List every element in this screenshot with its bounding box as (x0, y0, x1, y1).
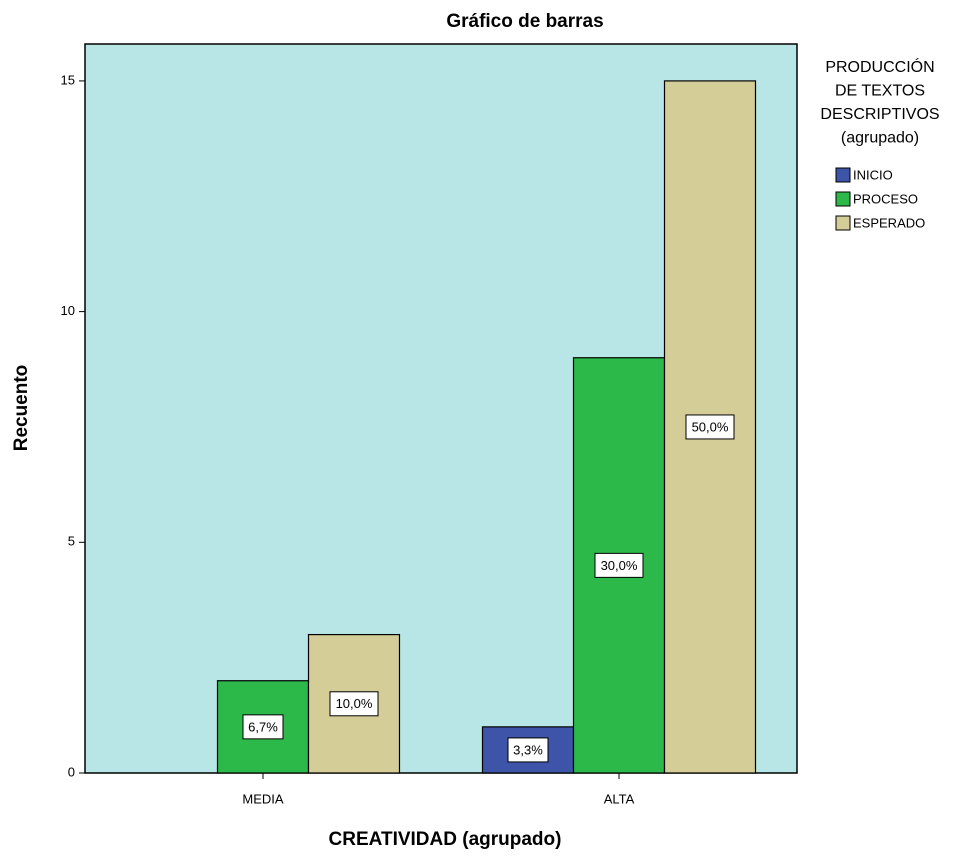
data-label-box (507, 737, 549, 763)
data-label: 50,0% (692, 419, 729, 434)
legend-title: PRODUCCIÓN (825, 57, 934, 76)
data-label-box (329, 691, 379, 717)
x-tick-label: ALTA (604, 791, 635, 806)
data-label: 3,3% (513, 742, 543, 757)
data-label-box (685, 414, 735, 440)
legend-swatch (835, 215, 851, 231)
chart-title: Gráfico de barras (446, 11, 603, 32)
y-tick-label: 15 (61, 72, 75, 87)
x-axis-label: CREATIVIDAD (agrupado) (329, 829, 562, 850)
y-tick-label: 10 (61, 303, 75, 318)
legend-title: DE TEXTOS (835, 83, 925, 100)
data-label-box (242, 714, 284, 740)
legend-swatch (835, 191, 851, 207)
y-tick-label: 0 (68, 764, 75, 779)
legend-label: PROCESO (853, 191, 918, 206)
y-tick-label: 5 (68, 534, 75, 549)
data-label: 30,0% (601, 558, 638, 573)
data-label: 10,0% (336, 696, 373, 711)
legend-title: (agrupado) (841, 130, 919, 147)
data-label-box (594, 552, 644, 578)
data-label: 6,7% (248, 719, 278, 734)
legend-title: DESCRIPTIVOS (820, 106, 939, 123)
legend-swatch (835, 167, 851, 183)
y-axis-label: Recuento (11, 365, 32, 452)
x-tick-label: MEDIA (242, 791, 284, 806)
legend-label: INICIO (853, 167, 893, 182)
legend-label: ESPERADO (853, 215, 925, 230)
